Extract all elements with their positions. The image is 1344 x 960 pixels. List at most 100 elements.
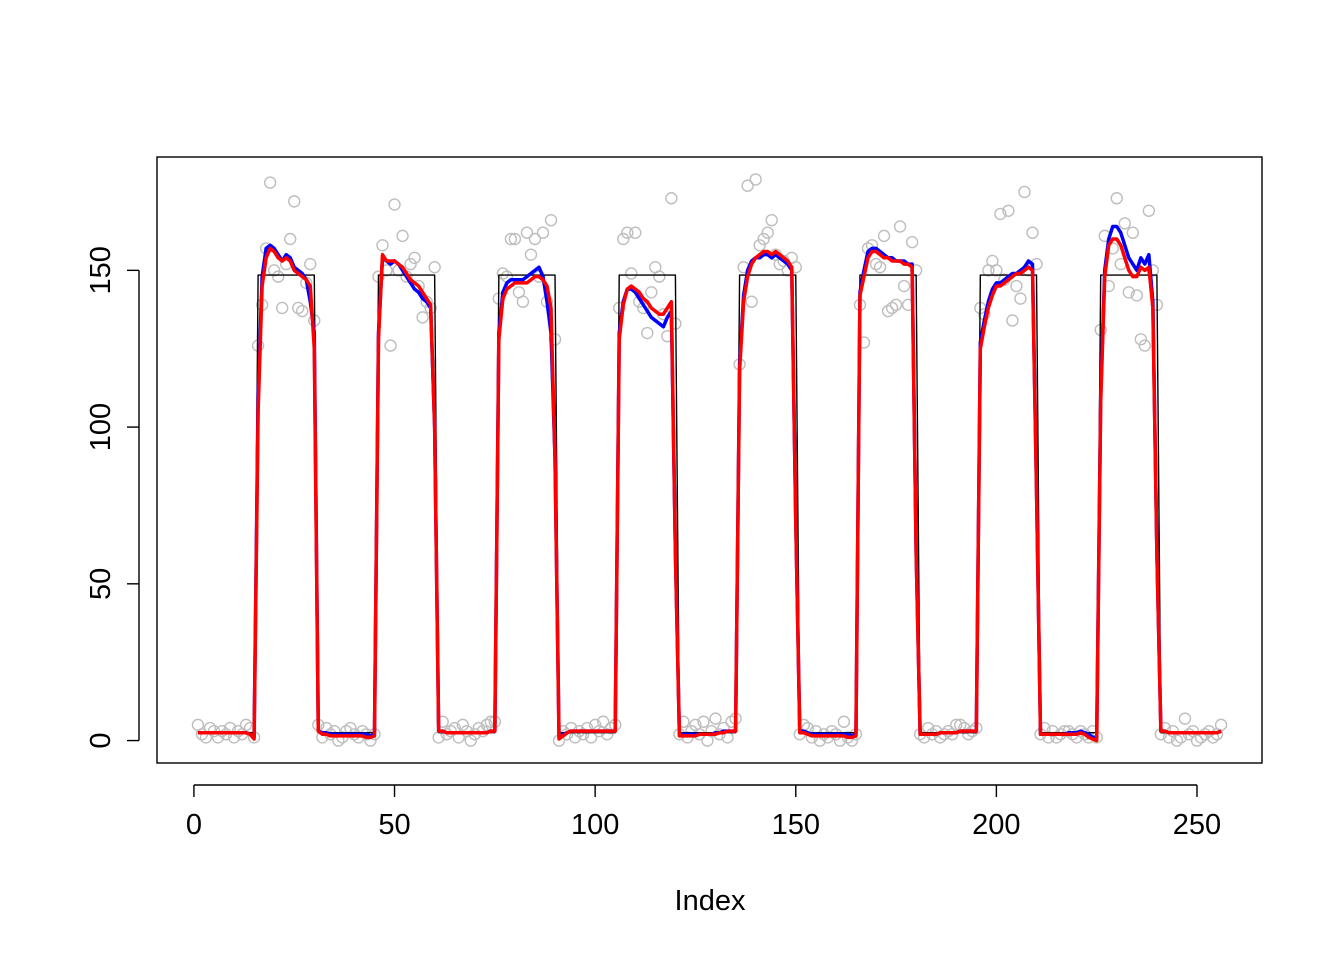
data-point — [520, 226, 534, 239]
data-point — [625, 267, 638, 280]
data-point — [1130, 289, 1144, 302]
data-point — [524, 248, 538, 261]
data-point — [263, 176, 277, 189]
data-point — [1118, 217, 1131, 230]
data-point — [1190, 734, 1204, 747]
data-point — [480, 718, 494, 732]
data-line — [197, 224, 1222, 740]
x-tick-label: 200 — [972, 809, 1020, 841]
data-point — [1138, 339, 1152, 352]
data-point — [745, 295, 758, 308]
data-point — [384, 339, 397, 352]
data-point — [885, 301, 899, 315]
data-point — [621, 226, 634, 239]
x-tick-label: 250 — [1173, 809, 1221, 841]
data-point — [1046, 724, 1059, 738]
data-point — [709, 712, 722, 725]
data-point — [1014, 292, 1027, 305]
y-tick-label: 0 — [85, 732, 117, 748]
data-point — [881, 304, 895, 318]
data-point — [994, 207, 1007, 221]
data-point — [288, 195, 301, 208]
data-line — [197, 274, 1222, 734]
data-point — [404, 257, 417, 271]
data-point — [1018, 185, 1031, 199]
data-point — [1002, 204, 1015, 217]
data-point — [516, 295, 530, 308]
data-point — [958, 721, 971, 735]
data-point — [877, 229, 891, 243]
data-point — [962, 728, 975, 741]
data-point — [1170, 734, 1184, 747]
data-point — [428, 261, 441, 274]
data-point — [1026, 226, 1039, 239]
data-point — [544, 213, 558, 227]
data-point — [1126, 226, 1140, 239]
data-point — [1050, 731, 1063, 744]
x-tick-label: 0 — [186, 809, 202, 841]
data-point — [749, 173, 762, 186]
data-point — [1214, 718, 1228, 732]
data-line — [197, 237, 1222, 743]
data-point — [990, 264, 1003, 277]
x-tick-label: 100 — [571, 809, 619, 841]
data-point — [376, 239, 389, 252]
data-point — [1110, 192, 1123, 205]
data-point — [267, 264, 281, 277]
data-point — [1122, 286, 1135, 299]
data-point — [1178, 712, 1192, 725]
data-point — [456, 718, 469, 732]
data-point — [1006, 314, 1019, 327]
data-point — [873, 261, 887, 274]
data-point — [496, 267, 510, 280]
data-point — [617, 232, 630, 246]
y-tick-label: 100 — [85, 403, 117, 451]
data-point — [905, 235, 919, 249]
x-tick-label: 150 — [772, 809, 820, 841]
data-point — [1142, 204, 1156, 217]
y-tick-label: 150 — [85, 246, 117, 294]
data-point — [576, 728, 590, 741]
data-point — [416, 311, 429, 324]
data-point — [275, 301, 289, 315]
data-point — [1010, 279, 1023, 293]
x-tick-label: 50 — [378, 809, 410, 841]
data-point — [239, 718, 253, 732]
data-point — [950, 718, 963, 732]
data-point — [897, 279, 911, 293]
data-point — [304, 257, 317, 271]
data-point — [1042, 731, 1055, 744]
data-point — [665, 192, 678, 205]
data-point — [645, 286, 658, 299]
data-point — [765, 213, 778, 227]
data-point — [1134, 333, 1148, 346]
data-point — [408, 251, 421, 265]
data-point — [629, 226, 642, 239]
data-point — [893, 220, 907, 233]
data-point — [596, 715, 610, 728]
data-point — [697, 715, 710, 728]
data-point — [396, 229, 409, 243]
data-point — [653, 270, 666, 283]
data-point — [889, 298, 903, 312]
data-point — [753, 239, 766, 252]
data-point — [741, 179, 754, 192]
data-point — [600, 728, 614, 741]
data-point — [761, 226, 774, 239]
data-point — [296, 304, 309, 318]
plot-box — [156, 156, 1263, 764]
data-point — [641, 326, 654, 340]
data-point — [464, 734, 477, 747]
data-point — [388, 198, 401, 211]
data-point — [869, 257, 883, 271]
x-axis-label: Index — [675, 885, 746, 917]
data-point — [508, 232, 522, 246]
y-tick-label: 50 — [85, 568, 117, 600]
data-point — [504, 232, 518, 246]
data-point — [292, 301, 305, 315]
data-point — [837, 715, 851, 728]
data-point — [757, 232, 770, 246]
data-point — [536, 226, 550, 239]
data-point — [271, 270, 285, 283]
